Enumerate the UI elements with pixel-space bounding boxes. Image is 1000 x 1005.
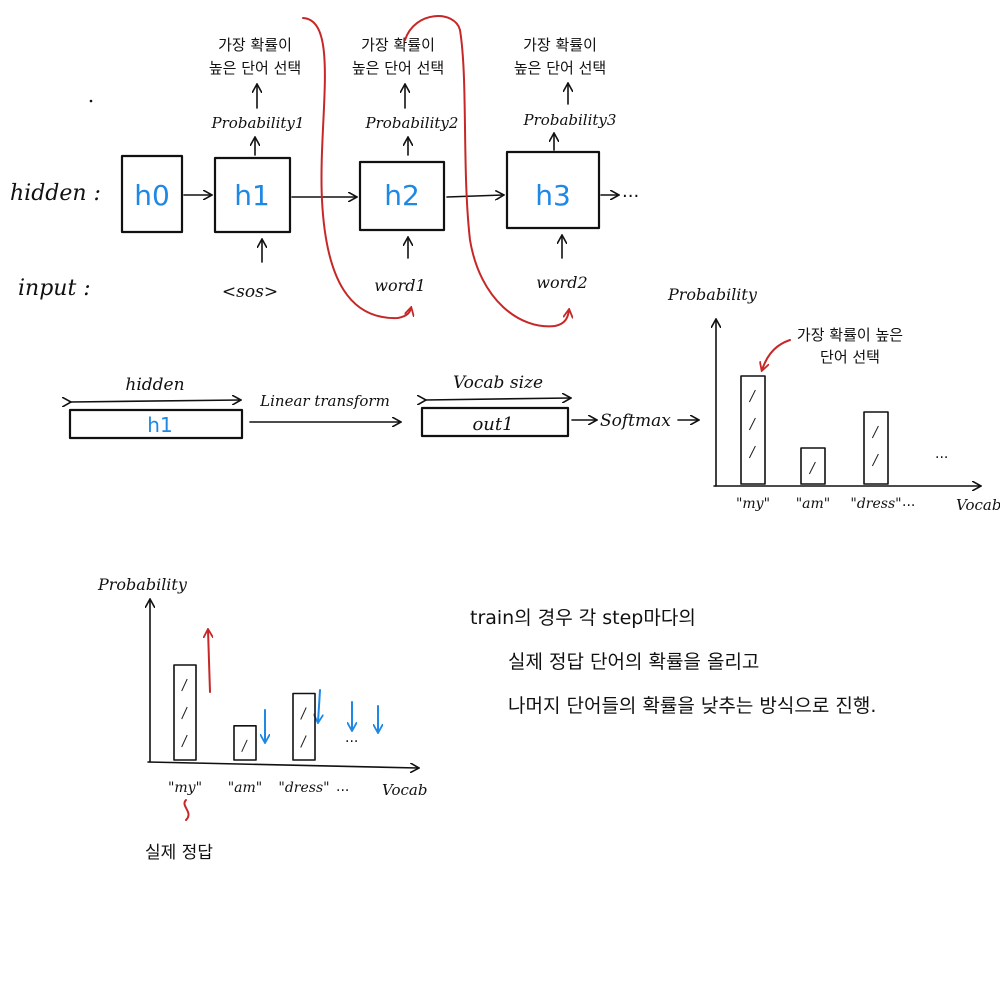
choose-label-line1: 가장 확률이 xyxy=(523,36,597,54)
stray-mark xyxy=(89,99,93,103)
chart-top-bar-hatch xyxy=(808,461,816,475)
hidden-cell-h2: h2 xyxy=(358,160,446,232)
choose-label-line2: 높은 단어 선택 xyxy=(209,59,301,77)
train-note: train의 경우 각 step마다의 실제 정답 단어의 확률을 올리고 나머… xyxy=(470,607,876,717)
chart-bottom-bar-hatch xyxy=(181,706,188,720)
correct-answer-mark xyxy=(183,799,190,821)
choose-label-line1: 가장 확률이 xyxy=(218,36,292,54)
probability-label: Probability1 xyxy=(211,114,305,132)
chart-bottom-bar xyxy=(233,724,257,761)
chart-top-ylabel: Probability xyxy=(667,285,758,304)
feedback-arrow xyxy=(302,17,411,320)
chart-bottom-tick-label: "am" xyxy=(228,780,263,796)
chart-bottom-bar-hatch xyxy=(181,678,188,692)
hidden-cell-h0: h0 xyxy=(120,154,184,234)
hidden-width-arrow xyxy=(70,400,240,402)
recurrence-arrow xyxy=(446,195,503,197)
hidden-cell-box xyxy=(358,160,446,232)
chart-bottom-annotation: 실제 정답 xyxy=(145,843,213,863)
choose-label-line2: 높은 단어 선택 xyxy=(514,59,606,77)
vocab-width-arrow xyxy=(425,398,570,400)
chart-bottom: Probability Vocab ··· ··· 실제 정답 "my" "am"… xyxy=(97,575,427,863)
ellipsis: ··· xyxy=(622,186,639,207)
probability-label: Probability3 xyxy=(523,111,617,129)
row-label-hidden: hidden : xyxy=(10,181,101,206)
chart-bottom-tick-ellipsis: ··· xyxy=(336,783,349,799)
probability-label: Probability2 xyxy=(365,114,459,132)
feedback-arrow xyxy=(404,15,569,328)
out-vector-label: out1 xyxy=(472,414,513,435)
chart-top-bar-hatch xyxy=(748,389,756,403)
increase-arrow xyxy=(208,630,210,693)
pipeline-hidden-label: hidden xyxy=(125,375,184,395)
chart-top-tick-label: "dress" xyxy=(850,496,901,512)
hidden-vector-box xyxy=(68,408,244,440)
chart-bottom-xlabel: Vocab xyxy=(382,781,427,799)
chart-bottom-bar-hatch xyxy=(300,735,307,748)
hidden-cell-label: h0 xyxy=(134,179,170,212)
hidden-cell-box xyxy=(213,156,292,234)
out-vector-box xyxy=(420,406,570,438)
vocab-size-label: Vocab size xyxy=(453,373,543,393)
chart-bottom-ylabel: Probability xyxy=(97,575,188,594)
chart-bottom-bar xyxy=(173,664,197,761)
chart-top-bar-hatch xyxy=(748,417,756,431)
choose-label-line1: 가장 확률이 xyxy=(361,36,435,54)
chart-bottom-x-axis xyxy=(147,761,418,768)
hidden-cell-h1: h1 xyxy=(213,156,292,234)
chart-top-xlabel: Vocab xyxy=(956,496,1000,514)
train-note-line3: 나머지 단어들의 확률을 낮추는 방식으로 진행. xyxy=(508,695,876,717)
train-note-line1: train의 경우 각 step마다의 xyxy=(470,607,696,629)
chart-top-bar xyxy=(863,411,889,485)
hidden-cell-label: h1 xyxy=(234,179,270,212)
hidden-cell-label: h2 xyxy=(384,179,420,212)
hidden-cell-box xyxy=(505,150,601,230)
chart-top-annotation-line2: 단어 선택 xyxy=(820,348,880,366)
linear-transform-label: Linear transform xyxy=(259,392,390,410)
chart-top-bar-hatch xyxy=(871,453,879,467)
hidden-cell-label: h3 xyxy=(535,179,571,212)
output-pipeline: hidden h1 Linear transform Vocab size ou… xyxy=(68,373,698,440)
softmax-label: Softmax xyxy=(600,411,671,431)
chart-bottom-tick-label: "dress" xyxy=(278,780,329,796)
choose-label-line2: 높은 단어 선택 xyxy=(352,59,444,77)
chart-top-bar-hatch xyxy=(871,425,879,439)
chart-bottom-bar xyxy=(292,692,316,761)
hidden-cell-box xyxy=(120,154,184,234)
chart-bottom-bar-hatch xyxy=(300,707,307,720)
chart-bottom-bar-hatch xyxy=(181,734,188,748)
chart-top-tick-ellipsis: ··· xyxy=(902,498,915,514)
chart-top-annotation-arrow xyxy=(762,339,791,370)
rnn-decoder: hidden : input : h0 h1 h2 h3 ··· <sos> w… xyxy=(10,15,639,328)
chart-bottom-bar-hatch xyxy=(241,739,248,753)
chart-top-bar-hatch xyxy=(748,445,756,459)
chart-bottom-marks: "my" "am" "dress" xyxy=(168,664,330,796)
chart-top-marks: "my" "am" "dress" xyxy=(736,375,902,512)
hidden-vector-label: h1 xyxy=(147,413,172,437)
decrease-arrow xyxy=(318,689,320,722)
train-note-line2: 실제 정답 단어의 확률을 올리고 xyxy=(508,651,759,673)
input-label-word2: word2 xyxy=(536,273,587,292)
chart-bottom-bar-ellipsis: ··· xyxy=(345,734,358,750)
input-label-sos: <sos> xyxy=(222,282,278,302)
hidden-cell-h3: h3 xyxy=(505,150,601,230)
chart-top-tick-label: "my" xyxy=(736,496,770,512)
chart-top-bar xyxy=(740,375,766,485)
chart-top: Probability Vocab ··· ··· 가장 확률이 높은 단어 선… xyxy=(667,285,1000,514)
chart-top-bar-ellipsis: ··· xyxy=(935,450,948,466)
chart-top-annotation-line1: 가장 확률이 높은 xyxy=(797,326,903,344)
chart-top-tick-label: "am" xyxy=(796,496,831,512)
input-label-word1: word1 xyxy=(374,276,425,295)
chart-bottom-tick-label: "my" xyxy=(168,780,202,796)
row-label-input: input : xyxy=(18,276,91,301)
chart-top-bar xyxy=(800,447,826,485)
